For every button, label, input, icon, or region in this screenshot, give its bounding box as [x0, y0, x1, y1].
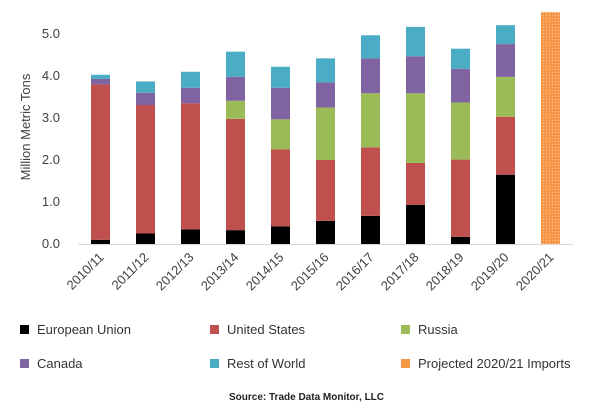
y-tick-label: 0.0: [42, 236, 60, 251]
bar-segment-canada: [361, 58, 380, 94]
x-tick-label: 2020/21: [513, 250, 557, 294]
x-tick-label: 2016/17: [333, 250, 377, 294]
bar-segment-united-states: [406, 162, 425, 205]
bar-segment-rest-of-world: [316, 58, 335, 83]
bar-segment-united-states: [271, 149, 290, 227]
bar-segment-united-states: [136, 104, 155, 234]
x-tick-label: 2019/20: [468, 250, 512, 294]
bar-segment-united-states: [91, 84, 110, 240]
x-tick-label: 2010/11: [63, 250, 106, 293]
bar-segment-russia: [496, 76, 515, 117]
x-tick-label: 2014/15: [243, 250, 287, 294]
bar-segment-united-states: [226, 118, 245, 231]
bar-segment-rest-of-world: [181, 71, 200, 88]
x-tick-label: 2017/18: [378, 250, 422, 294]
y-tick-label: 1.0: [42, 194, 60, 209]
legend-label: United States: [227, 322, 306, 337]
source-note: Source: Trade Data Monitor, LLC: [228, 392, 385, 403]
legend-item-rest-of-world: Rest of World: [210, 356, 306, 371]
bar-segment-russia: [271, 119, 290, 150]
bar-segment-european-union: [271, 226, 290, 244]
bar-segment-rest-of-world: [91, 74, 110, 79]
legend-label: European Union: [37, 322, 131, 337]
bar-segment-united-states: [181, 103, 200, 230]
bar-segment-rest-of-world: [406, 26, 425, 57]
bar-segment-rest-of-world: [226, 51, 245, 77]
legend: European Union United States Russia Cana…: [0, 316, 613, 386]
y-tick-label: 4.0: [42, 68, 60, 83]
bar-segment-european-union: [451, 236, 470, 244]
bar-segment-russia: [316, 107, 335, 160]
x-tick-label: 2011/12: [108, 250, 151, 293]
bar-segment-rest-of-world: [361, 35, 380, 59]
bar-segment-rest-of-world: [136, 81, 155, 93]
bar-segment-projected-2020-21-imports: [541, 12, 560, 244]
bar-segment-canada: [406, 56, 425, 94]
bar-segment-canada: [496, 44, 515, 77]
bar-segment-european-union: [181, 229, 200, 244]
bar-segment-united-states: [316, 160, 335, 221]
bar-segment-european-union: [136, 233, 155, 244]
legend-item-us: United States: [210, 322, 305, 337]
bar-segment-canada: [271, 87, 290, 120]
bar-segment-european-union: [316, 220, 335, 244]
legend-label: Russia: [418, 322, 458, 337]
bar-segment-russia: [451, 102, 470, 160]
bar-segment-rest-of-world: [451, 48, 470, 69]
bar-segment-russia: [406, 93, 425, 163]
bar-segment-canada: [91, 78, 110, 85]
stacked-bar-chart: Million Metric Tons 0.0 1.0 2.0 3.0 4.0 5.0 20…: [18, 12, 573, 294]
x-tick-label: 2015/16: [288, 250, 332, 294]
legend-swatch: [401, 359, 410, 368]
y-tick-label: 2.0: [42, 152, 60, 167]
bar-segment-canada: [316, 82, 335, 108]
bar-segment-rest-of-world: [496, 25, 515, 45]
bar-segment-canada: [451, 68, 470, 103]
bar-segment-canada: [136, 92, 155, 105]
legend-swatch: [401, 325, 410, 334]
legend-swatch: [20, 325, 29, 334]
legend-label: Projected 2020/21 Imports: [418, 356, 571, 371]
x-tick-label: 2012/13: [153, 250, 197, 294]
bar-segment-canada: [181, 87, 200, 104]
legend-label: Canada: [37, 356, 83, 371]
bar-segment-european-union: [91, 239, 110, 244]
x-tick-label: 2018/19: [423, 250, 467, 294]
bar-segment-european-union: [496, 174, 515, 244]
legend-item-projected: Projected 2020/21 Imports: [401, 356, 570, 371]
legend-label: Rest of World: [227, 356, 306, 371]
y-tick-label: 5.0: [42, 26, 60, 41]
y-tick-label: 3.0: [42, 110, 60, 125]
y-axis-label: Million Metric Tons: [18, 73, 33, 180]
legend-swatch: [210, 325, 219, 334]
bar-segment-european-union: [406, 204, 425, 244]
bar-segment-european-union: [361, 215, 380, 244]
x-tick-label: 2013/14: [198, 250, 242, 294]
legend-swatch: [20, 359, 29, 368]
bar-segment-united-states: [496, 116, 515, 175]
bar-segment-canada: [226, 76, 245, 101]
legend-swatch: [210, 359, 219, 368]
bar-segment-united-states: [451, 159, 470, 237]
bar-segment-united-states: [361, 147, 380, 216]
legend-item-russia: Russia: [401, 322, 458, 337]
bar-segment-russia: [226, 100, 245, 119]
legend-item-eu: European Union: [20, 322, 131, 337]
legend-item-canada: Canada: [20, 356, 83, 371]
bar-segment-european-union: [226, 230, 245, 244]
bar-segment-russia: [361, 93, 380, 148]
bar-segment-rest-of-world: [271, 66, 290, 88]
